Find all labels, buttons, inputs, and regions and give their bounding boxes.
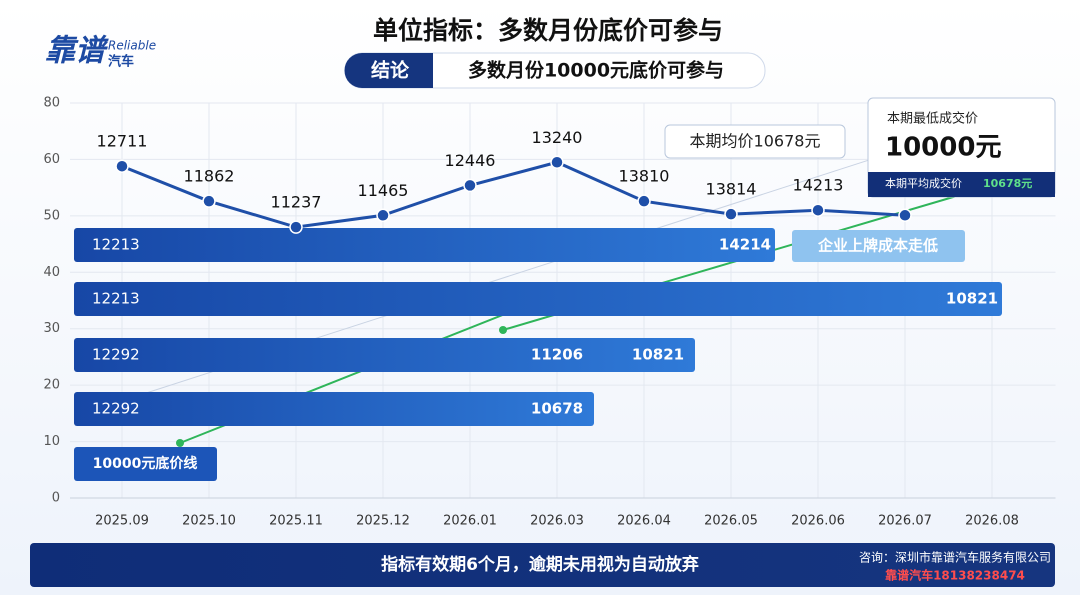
x-tick-label: 2025.12 <box>356 514 410 529</box>
point-label: 12711 <box>97 132 148 151</box>
point-label: 13810 <box>619 167 670 186</box>
conclusion-text: 多数月份10000元底价可参与 <box>468 59 724 82</box>
bar-right-label: 10821 <box>632 346 684 364</box>
info-bar <box>74 282 1002 316</box>
y-tick-label: 10 <box>43 434 60 449</box>
summary-strip <box>868 172 1055 197</box>
bar-right-label: 11206 <box>531 346 583 364</box>
y-tick-label: 60 <box>43 152 60 167</box>
footer-bar <box>30 543 1055 587</box>
point <box>898 208 912 223</box>
point <box>550 155 564 169</box>
footer-contact: 咨询：深圳市靠谱汽车服务有限公司 <box>859 550 1051 565</box>
x-tick-label: 2026.05 <box>704 514 758 529</box>
point <box>289 220 303 234</box>
point-label: 11237 <box>271 193 322 212</box>
logo-brand: 靠谱 <box>45 34 109 69</box>
summary-min-label: 本期最低成交价 <box>887 111 978 127</box>
point <box>202 194 216 208</box>
point-label: 11465 <box>358 181 409 200</box>
info-bar <box>74 228 775 262</box>
y-tick-label: 0 <box>52 491 60 506</box>
conclusion-badge <box>344 53 433 88</box>
y-tick-label: 80 <box>43 96 60 111</box>
bar-left-label: 12213 <box>92 236 140 254</box>
x-tick-label: 2026.01 <box>443 514 497 529</box>
tag-box <box>792 230 965 262</box>
point-label: 13814 <box>706 180 757 199</box>
price-line-label: 10000元底价线 <box>93 455 198 472</box>
avg-callout-box <box>664 124 846 159</box>
bar-left-label: 12213 <box>92 290 140 308</box>
summary-min-value: 10000元 <box>885 133 1001 163</box>
footer-note: 指标有效期6个月，逾期未用视为自动放弃 <box>381 554 699 575</box>
logo-sub: 汽车 <box>108 54 134 70</box>
info-bar <box>74 338 695 372</box>
y-tick-label: 30 <box>43 321 60 336</box>
bar-right-label: 14214 <box>719 236 771 254</box>
summary-avg-label: 本期平均成交价 <box>885 176 962 190</box>
price-line-box <box>74 447 217 481</box>
tag-label: 企业上牌成本走低 <box>817 237 938 255</box>
point <box>463 178 477 193</box>
y-tick-label: 50 <box>43 208 60 223</box>
bar-left-label: 12292 <box>92 400 140 418</box>
point <box>724 207 738 221</box>
logo-reliable: Reliable <box>108 39 156 53</box>
info-bar <box>74 392 594 426</box>
x-tick-label: 2025.11 <box>269 514 323 529</box>
x-tick-label: 2026.03 <box>530 514 584 529</box>
point-label: 13240 <box>532 128 583 147</box>
footer-phone: 靠谱汽车18138238474 <box>885 568 1025 583</box>
x-tick-label: 2025.09 <box>95 514 149 529</box>
avg-callout: 本期均价10678元 <box>690 132 821 151</box>
y-tick-label: 20 <box>43 378 60 393</box>
point <box>115 159 129 173</box>
point <box>637 194 651 208</box>
bar-right-label: 10821 <box>946 290 998 308</box>
x-tick-label: 2026.06 <box>791 514 845 529</box>
bar-left-label: 12292 <box>92 346 140 364</box>
bar-right-label: 10678 <box>531 400 583 418</box>
x-tick-label: 2026.07 <box>878 514 932 529</box>
title: 单位指标：多数月份底价可参与 <box>373 16 723 45</box>
summary-avg-value: 10678元 <box>983 177 1032 190</box>
trend-dot <box>176 439 184 447</box>
x-tick-label: 2026.04 <box>617 514 671 529</box>
point-label: 14213 <box>793 176 844 195</box>
trend-dot <box>499 326 507 334</box>
price-line <box>121 160 906 229</box>
x-tick-label: 2025.10 <box>182 514 236 529</box>
point-label: 11862 <box>184 167 235 186</box>
point <box>376 208 390 223</box>
x-tick-label: 2026.08 <box>965 514 1019 529</box>
point-label: 12446 <box>445 151 496 170</box>
point <box>811 203 825 217</box>
conclusion-label: 结论 <box>371 59 410 82</box>
y-tick-label: 40 <box>43 265 60 280</box>
